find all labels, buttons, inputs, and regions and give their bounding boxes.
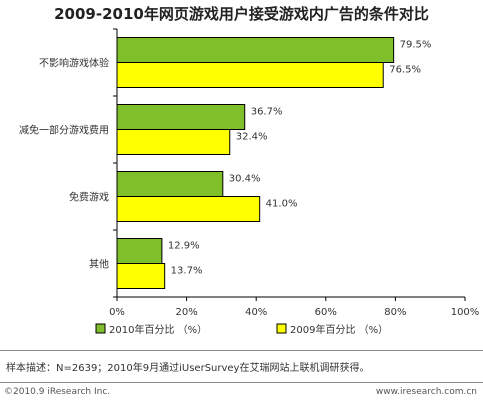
bar-2010 — [116, 37, 395, 63]
legend-label-2010: 2010年百分比 （%） — [109, 323, 207, 336]
value-label: 30.4% — [229, 174, 261, 185]
x-tick-label: 40% — [245, 307, 267, 318]
bar-2009 — [116, 129, 231, 155]
bar-2010 — [116, 238, 163, 264]
sample-note: 样本描述：N=2639；2010年9月通过iUserSurvey在艾瑞网站上联机… — [6, 363, 370, 374]
x-tick-label: 80% — [384, 307, 406, 318]
divider-top — [0, 350, 483, 351]
bar-2009 — [116, 263, 166, 289]
bar-2010 — [116, 171, 224, 197]
bar-2009 — [116, 62, 384, 88]
category-label: 其他 — [89, 258, 109, 271]
value-label: 12.9% — [168, 241, 200, 252]
category-label: 不影响游戏体验 — [39, 57, 109, 70]
value-label: 13.7% — [171, 266, 203, 277]
category-label: 减免一部分游戏费用 — [19, 124, 109, 137]
bar-2009 — [116, 196, 261, 222]
bar-chart: 0% 20% 40% 60% 80% 100% 不影响游戏体验 79.5% 76.5% 减免一部分… — [19, 28, 480, 336]
website-url: www.iresearch.com.cn — [375, 387, 477, 397]
legend-swatch-2009 — [276, 323, 287, 334]
x-tick-label: 20% — [175, 307, 197, 318]
bar-2010 — [116, 104, 246, 130]
value-label: 32.4% — [236, 132, 268, 143]
value-label: 36.7% — [251, 107, 283, 118]
x-tick-label: 100% — [451, 307, 480, 318]
legend-label-2009: 2009年百分比 （%） — [290, 323, 388, 336]
chart-title: 2009-2010年网页游戏用户接受游戏内广告的条件对比 — [54, 5, 429, 23]
x-tick-label: 60% — [315, 307, 337, 318]
value-label: 41.0% — [266, 199, 298, 210]
x-tick-label: 0% — [109, 307, 125, 318]
copyright-text: ©2010.9 iResearch Inc. — [4, 387, 111, 397]
category-label: 免费游戏 — [69, 191, 109, 204]
divider-bottom — [0, 382, 483, 383]
legend-swatch-2010 — [95, 323, 106, 334]
value-label: 76.5% — [389, 65, 421, 76]
value-label: 79.5% — [400, 40, 432, 51]
